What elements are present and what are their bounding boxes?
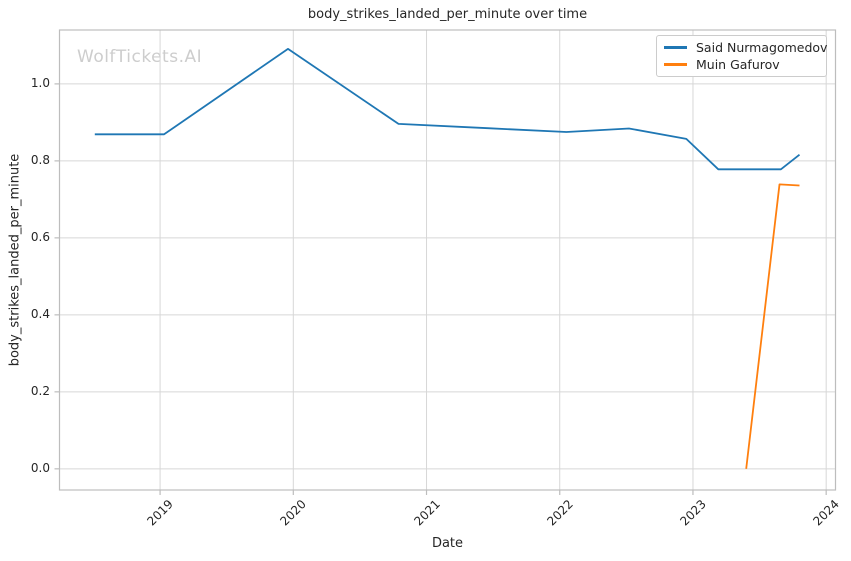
legend-item-muin-gafurov: Muin Gafurov (657, 56, 826, 73)
y-tick-label: 0.6 (30, 229, 50, 244)
legend-line-swatch-orange (664, 63, 687, 66)
chart-title: body_strikes_landed_per_minute over time (307, 7, 588, 22)
axes-frame (58, 29, 837, 491)
y-axis-label: body_strikes_landed_per_minute (7, 153, 23, 367)
watermark: WolfTickets.AI (77, 47, 203, 67)
y-tick-label: 0.2 (30, 383, 50, 398)
legend-label: Said Nurmagomedov (696, 40, 828, 55)
y-tick-label: 0.8 (30, 152, 50, 167)
y-tick-label: 0.0 (30, 460, 50, 475)
legend-item-said-nurmagomedov: Said Nurmagomedov (657, 39, 828, 56)
y-tick-label: 0.4 (30, 306, 50, 321)
series-line-said-nurmagomedov (94, 48, 801, 171)
y-tick-label: 1.0 (30, 75, 50, 90)
legend-label: Muin Gafurov (696, 57, 780, 72)
legend: Said Nurmagomedov Muin Gafurov (656, 35, 827, 77)
series-line-muin-gafurov (745, 183, 800, 469)
legend-line-swatch-blue (664, 46, 687, 49)
x-axis-label: Date (431, 536, 464, 551)
